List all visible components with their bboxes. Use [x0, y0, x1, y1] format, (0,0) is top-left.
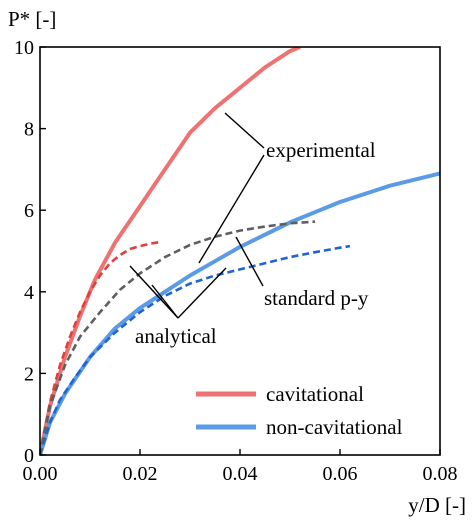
ticks-layer: 0.00 0.02 0.04 0.06 0.08 0 2 4 6 8 10	[14, 37, 458, 485]
y-tick-label: 4	[24, 282, 34, 304]
series-layer	[40, 47, 440, 455]
series-experimental-cavitational	[40, 47, 301, 455]
y-tick-label: 2	[24, 363, 34, 385]
y-tick-label: 0	[24, 445, 34, 467]
legend-label-cavitational: cavitational	[266, 382, 364, 406]
x-tick-label: 0.04	[223, 463, 258, 485]
series-analytical-cavitational	[40, 240, 161, 455]
legend-label-non-cavitational: non-cavitational	[266, 415, 403, 439]
x-axis-title: y/D [-]	[408, 493, 466, 517]
leader-analytical-3	[177, 267, 227, 319]
leader-standard	[235, 236, 264, 287]
y-tick-label: 10	[14, 37, 34, 59]
annotation-experimental: experimental	[266, 138, 376, 162]
y-tick-label: 6	[24, 200, 34, 222]
y-tick-label: 8	[24, 119, 34, 141]
series-standard-standard-p-y	[40, 220, 316, 455]
leader-experimental-cav	[224, 112, 265, 149]
x-tick-label: 0.02	[123, 463, 158, 485]
annotation-analytical: analytical	[135, 324, 217, 348]
x-tick-label: 0.08	[423, 463, 458, 485]
legend: cavitational non-cavitational	[196, 382, 403, 439]
leader-analytical-1	[129, 265, 179, 319]
x-tick-label: 0.00	[23, 463, 58, 485]
y-axis-title: P* [-]	[8, 7, 56, 31]
series-analytical-non-cavitational	[40, 244, 351, 455]
x-tick-label: 0.06	[323, 463, 358, 485]
leader-analytical-2	[151, 284, 179, 319]
annotation-standard-p-y: standard p-y	[264, 286, 369, 310]
leader-experimental-noncav	[198, 154, 265, 264]
leader-lines	[129, 112, 265, 319]
